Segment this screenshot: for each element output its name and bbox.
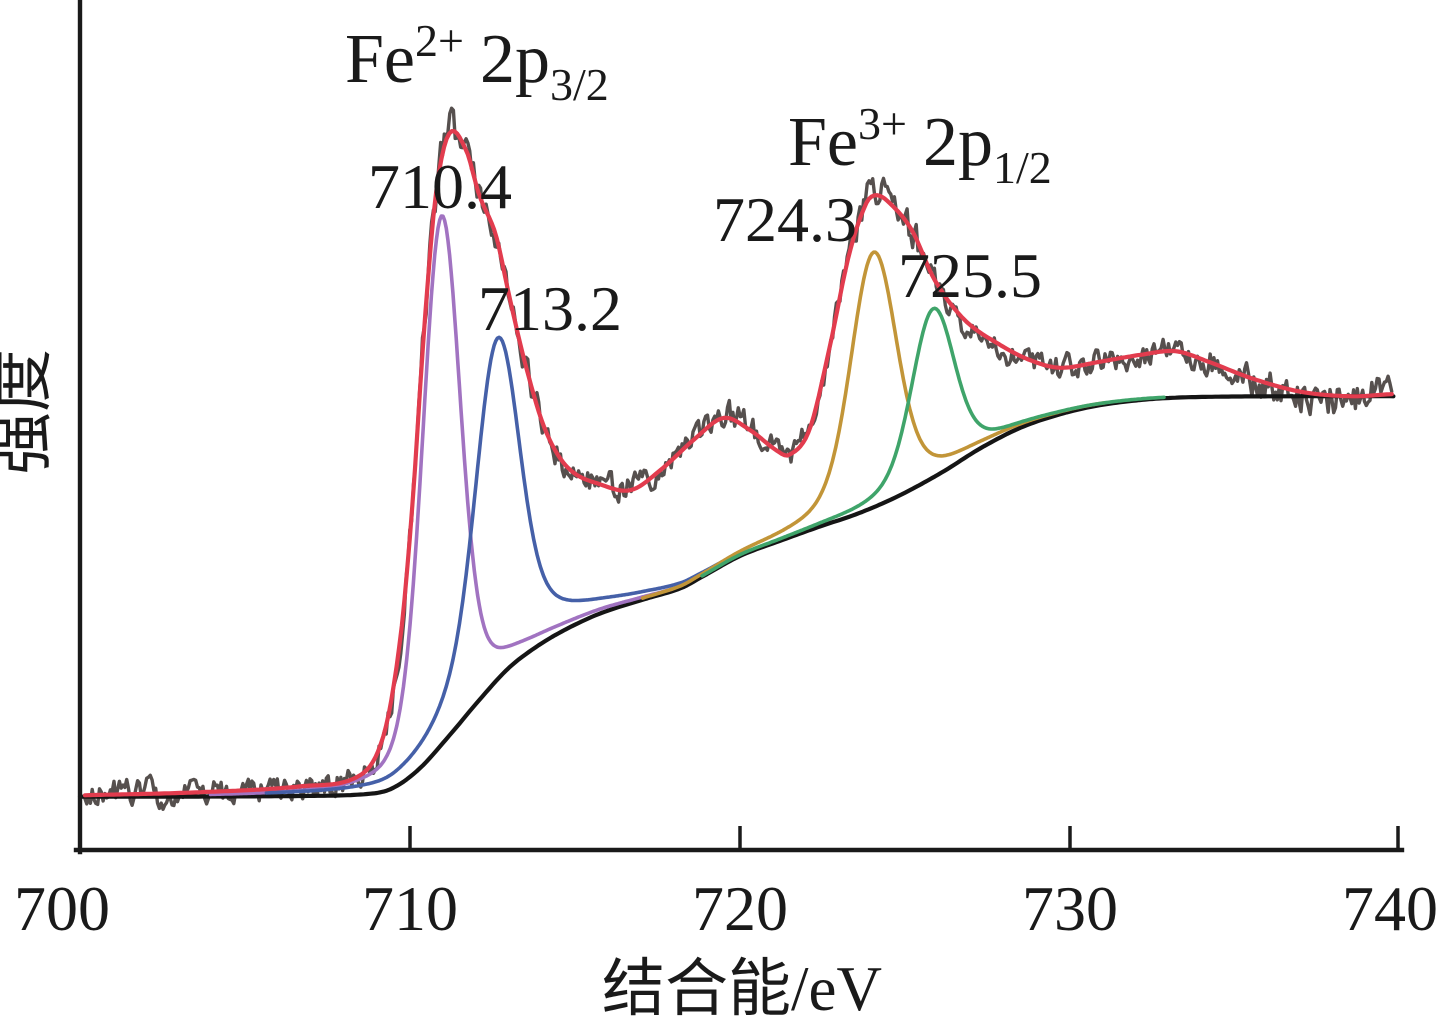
fe2-2p32-annotation: Fe2+ 2p3/2 bbox=[345, 15, 609, 110]
x-axis-ticks bbox=[408, 826, 1400, 848]
fe3-orbital: 2p bbox=[923, 104, 993, 181]
peak-725-5-annotation: 725.5 bbox=[898, 240, 1042, 311]
x-tick-label-720: 720 bbox=[692, 873, 788, 944]
fe2-orbital-subscript: 3/2 bbox=[550, 59, 609, 110]
intensity-axis-title: 强度 bbox=[0, 349, 58, 475]
x-tick-label-700: 700 bbox=[14, 873, 110, 944]
fit-envelope-curve bbox=[82, 129, 1394, 798]
x-tick-label-710: 710 bbox=[362, 873, 458, 944]
fe3-orbital-subscript: 1/2 bbox=[993, 142, 1052, 193]
fe3-symbol: Fe bbox=[788, 104, 858, 181]
fe2-charge-superscript: 2+ bbox=[415, 15, 464, 66]
raw-signal-curve bbox=[83, 106, 1394, 811]
fe2-orbital: 2p bbox=[480, 21, 550, 98]
fe2-symbol: Fe bbox=[345, 21, 415, 98]
peak-713-2-annotation: 713.2 bbox=[478, 273, 622, 344]
peak-710-4-annotation: 710.4 bbox=[368, 151, 512, 222]
peak-724-3-annotation: 724.3 bbox=[713, 184, 857, 255]
x-tick-label-730: 730 bbox=[1022, 873, 1118, 944]
fe3-2p12-annotation: Fe3+ 2p1/2 bbox=[788, 98, 1052, 193]
fit-component-curve-713-2 bbox=[264, 335, 731, 795]
peak-annotations: Fe2+ 2p3/2 710.4 713.2 Fe3+ 2p1/2 724.3 72… bbox=[345, 15, 1052, 344]
x-tick-label-740: 740 bbox=[1342, 873, 1437, 944]
fe3-charge-superscript: 3+ bbox=[858, 98, 907, 149]
binding-energy-axis-title: 结合能/eV bbox=[602, 954, 882, 1024]
axes bbox=[73, 0, 1405, 855]
spectrum-curves bbox=[77, 106, 1396, 811]
background-curve bbox=[77, 394, 1396, 799]
fit-component-curve-725-5 bbox=[700, 306, 1166, 578]
axis-labels: 700 710 720 730 740 结合能/eV 强度 bbox=[0, 349, 1437, 1024]
